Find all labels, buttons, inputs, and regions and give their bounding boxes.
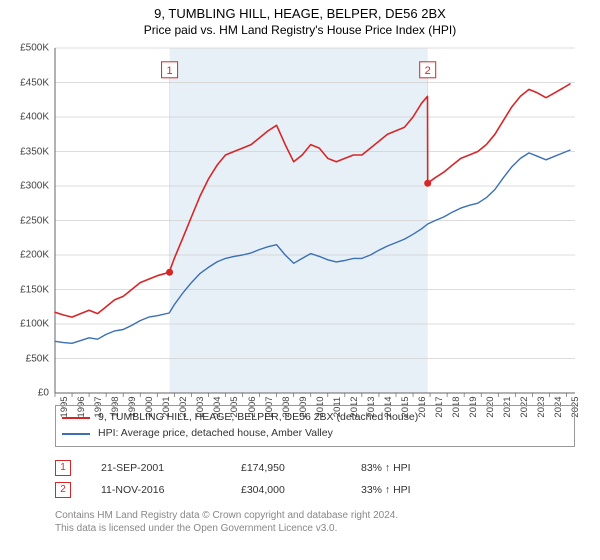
y-axis-label: £500K bbox=[20, 43, 55, 54]
y-axis-label: £50K bbox=[26, 353, 55, 364]
sale-marker: 2 bbox=[55, 482, 71, 498]
legend-item: HPI: Average price, detached house, Ambe… bbox=[62, 426, 568, 442]
sale-row: 2 11-NOV-2016 £304,000 33% ↑ HPI bbox=[55, 479, 575, 501]
y-axis-label: £400K bbox=[20, 112, 55, 123]
svg-text:2: 2 bbox=[425, 65, 431, 77]
chart-area: 12 £0£50K£100K£150K£200K£250K£300K£350K£… bbox=[55, 48, 575, 393]
sale-vs-hpi: 33% ↑ HPI bbox=[361, 484, 411, 496]
attribution-line: Contains HM Land Registry data © Crown c… bbox=[55, 509, 575, 523]
sale-vs-hpi: 83% ↑ HPI bbox=[361, 462, 411, 474]
legend-box: 9, TUMBLING HILL, HEAGE, BELPER, DE56 2B… bbox=[55, 405, 575, 447]
y-axis-label: £0 bbox=[38, 388, 55, 399]
address-title: 9, TUMBLING HILL, HEAGE, BELPER, DE56 2B… bbox=[0, 6, 600, 21]
svg-text:1: 1 bbox=[167, 65, 173, 77]
sales-table: 1 21-SEP-2001 £174,950 83% ↑ HPI 2 11-NOV-201… bbox=[55, 457, 575, 501]
sale-price: £304,000 bbox=[241, 484, 331, 496]
sale-date: 11-NOV-2016 bbox=[101, 484, 211, 496]
line-chart-svg: 12 bbox=[55, 48, 575, 393]
footer-area: 9, TUMBLING HILL, HEAGE, BELPER, DE56 2B… bbox=[55, 405, 575, 536]
legend-swatch bbox=[62, 433, 90, 435]
chart-container: 9, TUMBLING HILL, HEAGE, BELPER, DE56 2B… bbox=[0, 0, 600, 560]
y-axis-label: £200K bbox=[20, 250, 55, 261]
sale-price: £174,950 bbox=[241, 462, 331, 474]
legend-label: 9, TUMBLING HILL, HEAGE, BELPER, DE56 2B… bbox=[98, 410, 418, 426]
subtitle: Price paid vs. HM Land Registry's House … bbox=[0, 23, 600, 37]
y-axis-label: £350K bbox=[20, 146, 55, 157]
y-axis-label: £450K bbox=[20, 77, 55, 88]
y-axis-label: £150K bbox=[20, 284, 55, 295]
y-axis-label: £250K bbox=[20, 215, 55, 226]
attribution-line: This data is licensed under the Open Gov… bbox=[55, 522, 575, 536]
legend-label: HPI: Average price, detached house, Ambe… bbox=[98, 426, 333, 442]
y-axis-label: £100K bbox=[20, 319, 55, 330]
attribution: Contains HM Land Registry data © Crown c… bbox=[55, 509, 575, 536]
legend-swatch bbox=[62, 417, 90, 419]
sale-date: 21-SEP-2001 bbox=[101, 462, 211, 474]
sale-row: 1 21-SEP-2001 £174,950 83% ↑ HPI bbox=[55, 457, 575, 479]
legend-item: 9, TUMBLING HILL, HEAGE, BELPER, DE56 2B… bbox=[62, 410, 568, 426]
sale-marker: 1 bbox=[55, 460, 71, 476]
title-block: 9, TUMBLING HILL, HEAGE, BELPER, DE56 2B… bbox=[0, 0, 600, 37]
y-axis-label: £300K bbox=[20, 181, 55, 192]
